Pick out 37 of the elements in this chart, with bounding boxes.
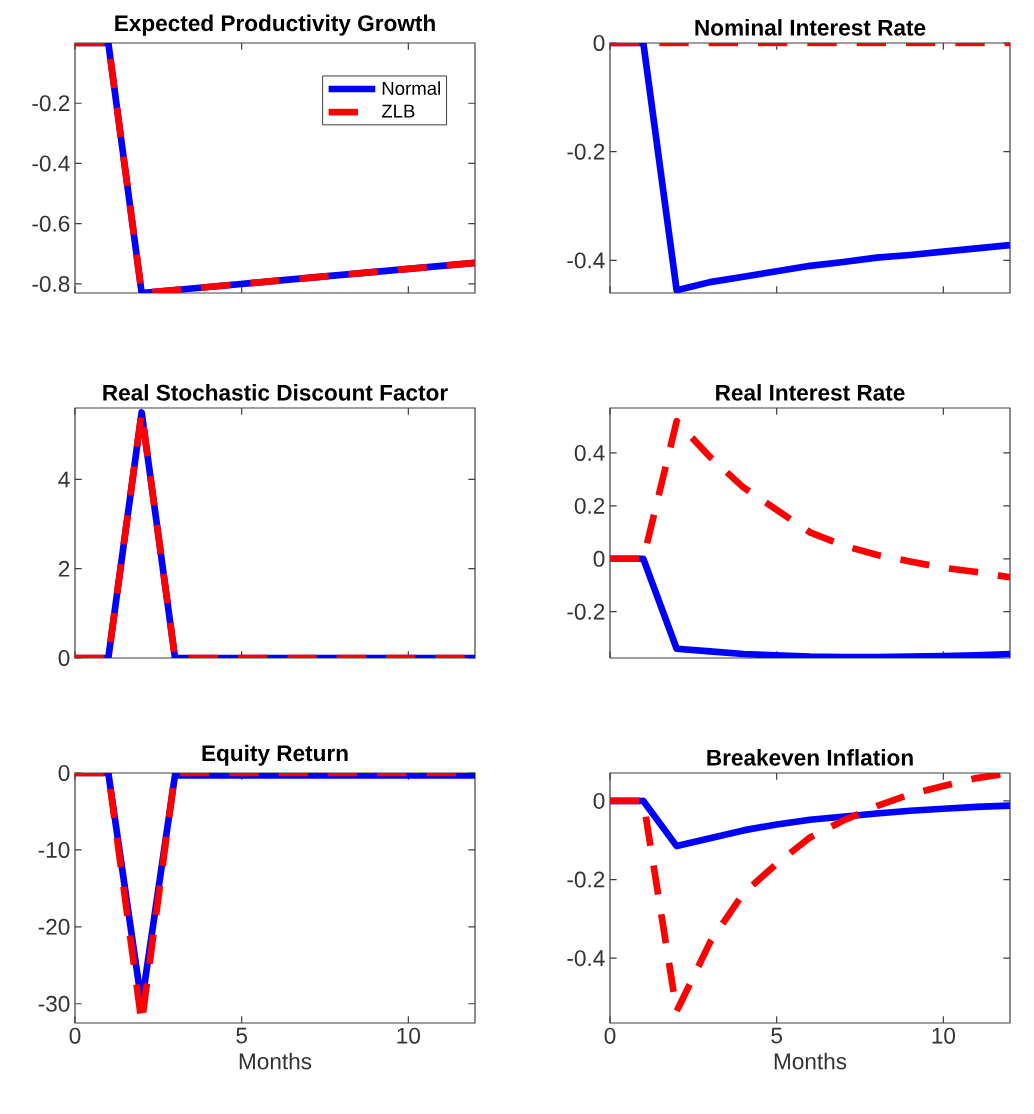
y-tick-label: 2 xyxy=(58,560,70,577)
y-tick-label: 0 xyxy=(593,34,605,51)
y-tick-label: -0.2 xyxy=(567,143,605,160)
y-tick-label: 0.4 xyxy=(574,444,605,461)
y-tick-label: 0.2 xyxy=(574,497,605,514)
chart-title: Breakeven Inflation xyxy=(707,749,913,766)
chart-title: Nominal Interest Rate xyxy=(695,19,926,36)
y-tick-label: 0 xyxy=(593,792,605,809)
x-tick-label: 5 xyxy=(236,1027,247,1044)
x-tick-label: 0 xyxy=(604,1027,616,1044)
y-tick-label: -10 xyxy=(38,841,70,858)
y-tick-label: 4 xyxy=(58,471,70,488)
x-axis-title: Months xyxy=(239,1052,312,1070)
chart-title: Real Interest Rate xyxy=(716,384,905,401)
x-tick-label: 5 xyxy=(771,1027,782,1044)
y-tick-label: -0.4 xyxy=(32,155,70,172)
x-tick-label: 10 xyxy=(397,1027,421,1044)
chart-title: Real Stochastic Discount Factor xyxy=(103,384,448,401)
y-tick-label: -0.8 xyxy=(32,275,70,292)
y-tick-label: -0.6 xyxy=(32,215,70,232)
y-tick-label: -0.2 xyxy=(567,603,605,620)
y-tick-label: -0.4 xyxy=(567,252,605,269)
x-tick-label: 10 xyxy=(932,1027,956,1044)
x-axis-title: Months xyxy=(774,1052,847,1070)
legend-label: Normal xyxy=(382,81,440,95)
legend-label: ZLB xyxy=(381,104,415,118)
y-tick-label: -0.2 xyxy=(32,95,70,112)
y-tick-label: 0 xyxy=(58,765,70,781)
y-tick-label: -0.4 xyxy=(567,950,605,967)
chart-title: Expected Productivity Growth xyxy=(115,14,435,36)
chart-title: Equity Return xyxy=(202,744,348,766)
y-tick-label: -0.2 xyxy=(567,871,605,888)
y-tick-label: -20 xyxy=(38,918,70,935)
y-tick-label: 0 xyxy=(58,650,70,666)
x-tick-label: 0 xyxy=(69,1027,81,1044)
y-tick-label: 0 xyxy=(593,550,605,567)
y-tick-label: -30 xyxy=(38,995,70,1012)
